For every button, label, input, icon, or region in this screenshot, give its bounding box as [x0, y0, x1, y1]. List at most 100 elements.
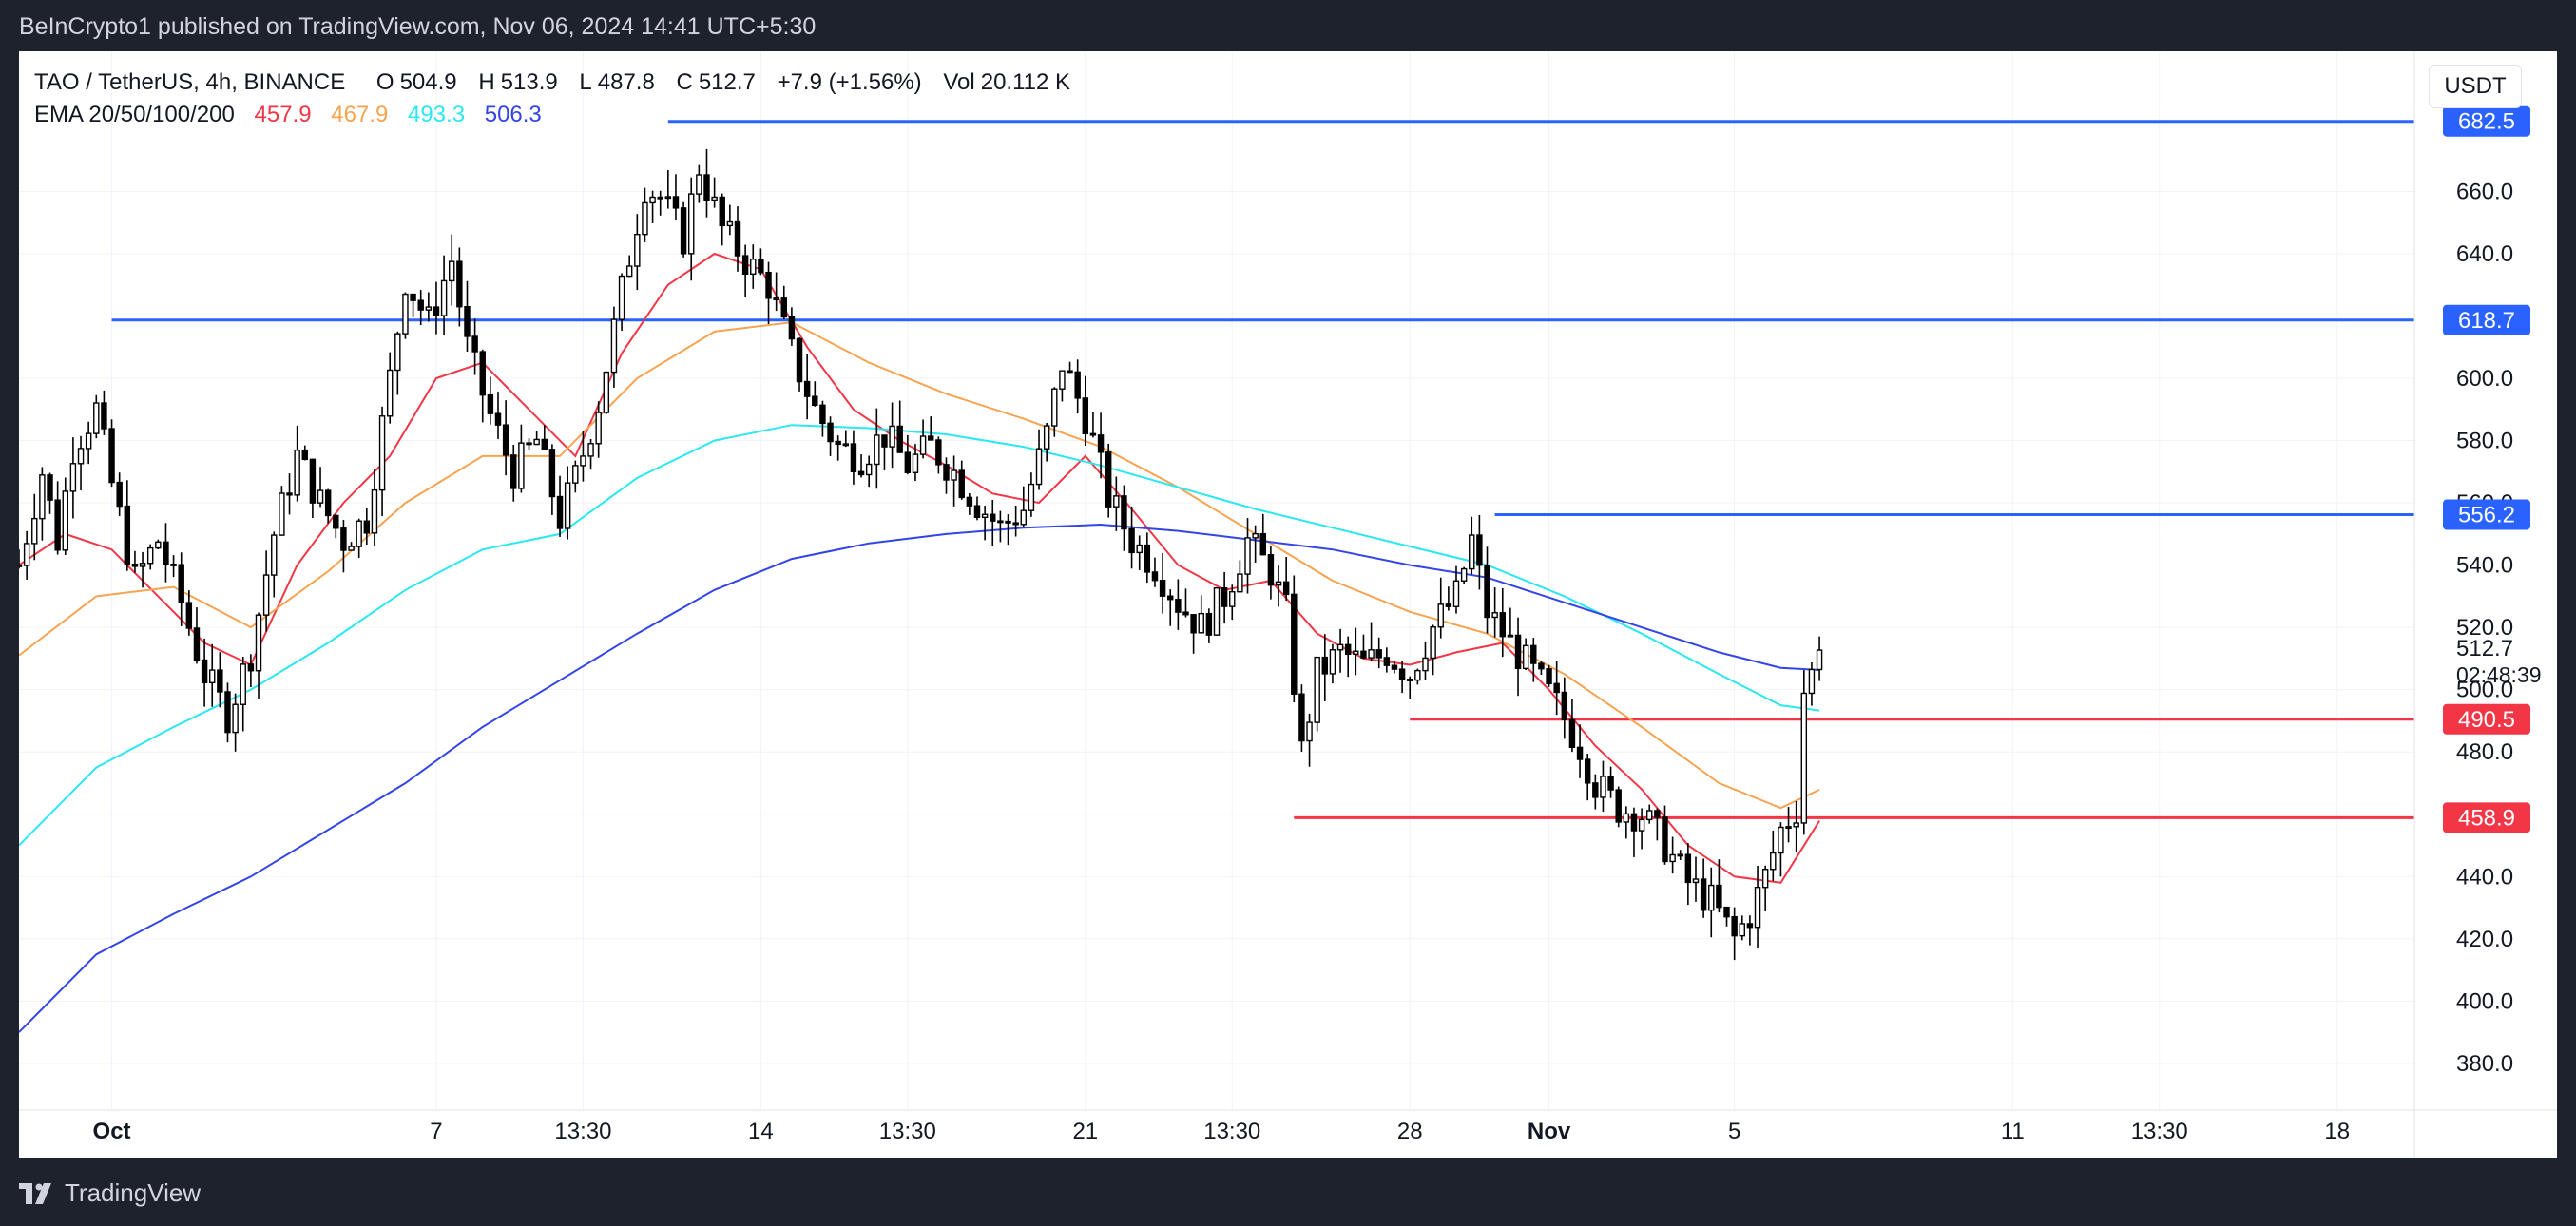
candle — [170, 555, 177, 578]
candle-body-up — [1043, 425, 1050, 450]
candle — [1051, 387, 1058, 437]
candle — [1538, 661, 1545, 676]
candle — [301, 445, 308, 461]
candle-body-up — [1051, 388, 1058, 427]
legend-ema-label[interactable]: EMA 20/50/100/200 — [34, 102, 235, 127]
candle — [1221, 572, 1228, 624]
candle — [1414, 668, 1421, 685]
candle — [997, 510, 1004, 543]
candle — [1584, 754, 1591, 801]
candle-body-down — [456, 260, 463, 308]
candle — [1469, 516, 1475, 575]
candle — [711, 177, 718, 208]
candle — [1761, 865, 1769, 911]
candle — [990, 500, 996, 546]
price-chart[interactable]: 380.0400.0420.0440.0460.0480.0500.0520.0… — [19, 51, 2557, 1158]
candle-body-up — [262, 574, 270, 616]
candle — [1785, 807, 1792, 843]
candle-body-down — [433, 306, 440, 316]
candle — [1213, 587, 1221, 636]
candle-body-down — [309, 458, 317, 504]
candle — [526, 438, 532, 450]
candle — [386, 352, 394, 424]
candle — [556, 475, 564, 537]
candle — [425, 292, 433, 322]
candle-body-up — [1600, 776, 1606, 798]
candle — [773, 272, 779, 312]
candle — [1151, 557, 1159, 587]
chart-frame[interactable]: 380.0400.0420.0440.0460.0480.0500.0520.0… — [19, 51, 2557, 1158]
candle — [247, 654, 255, 688]
candle — [912, 444, 919, 482]
candle — [1754, 865, 1761, 948]
currency-button[interactable]: USDT — [2429, 65, 2522, 108]
candle-body-down — [1005, 520, 1011, 524]
candle — [1020, 486, 1027, 527]
level-badge-label: 458.9 — [2458, 805, 2515, 831]
candle-body-down — [881, 434, 888, 448]
candle — [657, 190, 663, 216]
candle-body-down — [997, 520, 1004, 524]
tradingview-logo-icon — [19, 1182, 51, 1204]
candle — [333, 513, 339, 539]
candle — [1391, 661, 1398, 674]
legend-vol: 20.112 K — [980, 69, 1071, 95]
candle — [1592, 774, 1599, 810]
tradingview-brand[interactable]: TradingView — [19, 1178, 201, 1208]
price-tick-label: 420.0 — [2456, 927, 2513, 952]
legend-high: 513.9 — [500, 69, 558, 95]
candle-body-up — [1677, 853, 1683, 857]
candle — [981, 506, 989, 541]
price-tick-label: 520.0 — [2456, 615, 2513, 641]
candle-body-up — [271, 534, 278, 576]
candle — [456, 247, 463, 327]
candle-body-down — [201, 659, 208, 684]
price-tick-label: 480.0 — [2456, 739, 2513, 765]
candle-body-down — [185, 602, 193, 629]
candle-body-down — [1089, 432, 1097, 436]
candle — [1793, 800, 1799, 853]
candle-body-down — [417, 299, 424, 311]
candle — [356, 518, 362, 558]
candle-body-down — [1267, 554, 1275, 586]
time-tick-label: 18 — [2324, 1119, 2350, 1144]
candle-body-up — [1306, 721, 1313, 742]
candle-body-down — [788, 316, 796, 340]
candle — [1514, 617, 1522, 697]
candle-body-up — [951, 469, 957, 481]
candle-body-up — [1229, 590, 1236, 607]
candle — [904, 434, 912, 475]
candle-body-up — [394, 333, 401, 372]
candle — [1267, 546, 1275, 600]
candle — [494, 392, 502, 439]
candle — [1097, 412, 1105, 479]
candle — [889, 402, 895, 469]
price-tick-label: 380.0 — [2456, 1051, 2513, 1077]
candle-body-up — [572, 465, 579, 484]
candle — [116, 472, 123, 516]
candle — [610, 306, 618, 388]
candle — [518, 424, 525, 493]
candle-body-down — [1391, 664, 1398, 670]
legend-symbol[interactable]: TAO / TetherUS, 4h, BINANCE — [34, 69, 346, 95]
candle — [1723, 906, 1730, 927]
candle — [688, 177, 695, 281]
candle — [139, 551, 146, 588]
candle — [966, 493, 973, 515]
candle — [378, 406, 386, 517]
candle — [672, 174, 680, 220]
price-tick-label: 400.0 — [2456, 988, 2513, 1014]
candle-body-up — [1275, 581, 1282, 586]
candle-body-down — [835, 440, 841, 446]
candle — [1615, 786, 1622, 828]
candle — [812, 381, 818, 407]
candle-body-down — [1151, 571, 1159, 582]
candle-body-down — [333, 514, 339, 529]
candle-body-down — [812, 395, 818, 407]
candle — [1259, 513, 1266, 556]
candle-body-down — [1144, 544, 1151, 573]
candle — [1430, 624, 1436, 676]
candle-body-down — [247, 663, 255, 672]
candle-body-up — [1692, 878, 1700, 884]
candle-body-up — [39, 474, 46, 520]
